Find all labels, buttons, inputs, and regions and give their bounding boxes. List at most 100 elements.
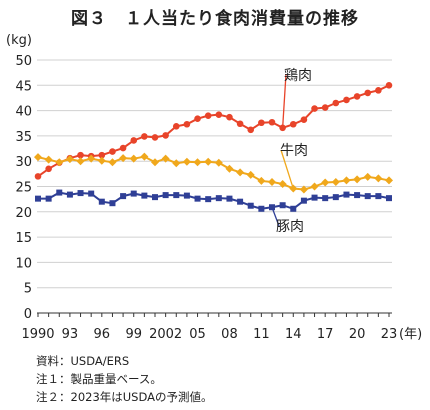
point (141, 133, 148, 140)
point (332, 194, 339, 201)
x-tick-label: 2002 (149, 327, 182, 342)
point (290, 205, 297, 212)
y-tick-label: 35 (15, 130, 32, 145)
x-tick-label: 1990 (21, 327, 54, 342)
x-tick-label: 93 (62, 327, 79, 342)
point (246, 170, 255, 179)
x-tick-label: 08 (221, 327, 238, 342)
gridlines (37, 59, 392, 289)
point (66, 191, 73, 198)
point (364, 89, 372, 97)
point (162, 192, 169, 199)
x-axis-unit: (年) (399, 327, 422, 342)
point (278, 179, 287, 188)
y-tick-label: 30 (15, 155, 32, 170)
series-line (37, 155, 390, 191)
x-tick-label: 11 (253, 327, 270, 342)
point (182, 157, 191, 166)
point (44, 155, 53, 164)
series-label: 牛肉 (280, 143, 308, 159)
point (375, 87, 382, 94)
point (183, 120, 191, 128)
series-line (37, 84, 390, 178)
point (55, 158, 64, 167)
y-tick-label: 0 (24, 307, 32, 322)
point (257, 176, 266, 185)
point (215, 111, 223, 118)
point (97, 156, 106, 165)
y-axis-unit: (kg) (6, 33, 32, 48)
x-tick-label: 20 (349, 327, 366, 342)
y-tick-label: 5 (24, 282, 32, 297)
point (247, 202, 254, 209)
notes: 資料：USDA/ERS 注１：製品重量ベース。 注２：2023年はUSDAの予測… (36, 352, 213, 406)
point (45, 195, 52, 202)
point (204, 112, 212, 119)
point (268, 118, 276, 126)
point (172, 159, 181, 168)
point (322, 195, 329, 202)
point (331, 177, 340, 186)
point (226, 195, 233, 202)
y-tick-label: 25 (15, 181, 32, 196)
point (289, 120, 297, 128)
point (311, 105, 318, 112)
point (152, 194, 158, 201)
point (364, 193, 371, 200)
point (386, 195, 392, 202)
point (258, 119, 265, 127)
point (151, 134, 159, 141)
point (215, 195, 222, 202)
point (35, 195, 41, 202)
note-1: 注１：製品重量ベース。 (36, 372, 162, 386)
point (321, 104, 329, 111)
point (375, 193, 382, 200)
y-tick-label: 40 (15, 105, 32, 120)
point (77, 151, 84, 159)
point (56, 189, 63, 196)
point (88, 190, 95, 197)
x-tick-label: 14 (285, 327, 302, 342)
point (385, 82, 393, 89)
point (204, 157, 213, 166)
note-2: 注２：2023年はUSDAの予測値。 (36, 390, 213, 404)
point (87, 154, 96, 163)
y-tick-label: 20 (15, 206, 32, 221)
point (385, 176, 393, 185)
point (120, 193, 127, 200)
point (183, 192, 190, 199)
callout-leader (280, 149, 294, 189)
point (45, 165, 52, 173)
point (119, 144, 127, 152)
point (225, 164, 234, 173)
point (237, 198, 244, 205)
x-tick-label: 05 (189, 327, 206, 342)
point (141, 192, 148, 199)
point (108, 158, 117, 167)
point (98, 198, 105, 205)
series-line (38, 191, 390, 210)
point (77, 190, 84, 197)
x-tick-label: 96 (94, 327, 111, 342)
x-tick-label: 23 (381, 327, 398, 342)
point (311, 194, 318, 201)
point (76, 157, 85, 166)
point (162, 132, 169, 139)
callout-leader (271, 207, 280, 227)
point (205, 196, 212, 203)
point (151, 158, 159, 167)
point (98, 151, 106, 159)
point (193, 158, 202, 167)
point (342, 176, 351, 185)
point (172, 122, 180, 130)
point (299, 185, 308, 194)
point (363, 172, 372, 181)
point (236, 168, 245, 177)
y-tick-label: 10 (15, 256, 32, 271)
point (194, 195, 201, 202)
point (194, 115, 201, 122)
point (353, 175, 362, 184)
